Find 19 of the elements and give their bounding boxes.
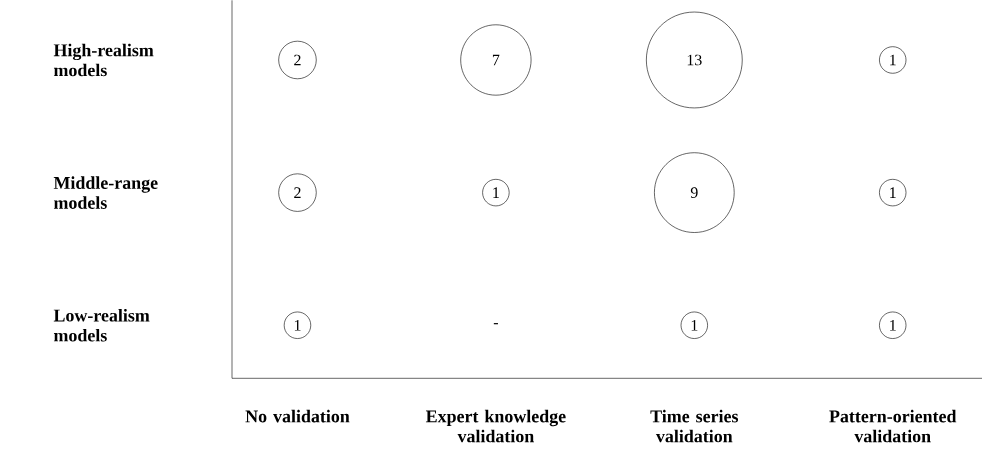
x-tick-label: Time series validation: [650, 409, 739, 443]
y-tick-label: High-realism models: [53, 43, 154, 77]
data-label: 1: [691, 319, 698, 331]
data-label: 7: [492, 54, 500, 66]
data-label: 1: [890, 187, 896, 198]
data-label: 2: [294, 54, 301, 66]
data-label: 13: [687, 54, 702, 66]
data-label: 1: [493, 187, 499, 198]
data-label: 1: [294, 319, 301, 331]
data-label: 1: [890, 54, 896, 66]
y-tick-label: Low-realism models: [53, 308, 150, 342]
y-tick-label: Middle-range models: [53, 176, 158, 209]
x-tick-label: No validation: [245, 409, 350, 423]
data-label: 1: [890, 319, 896, 331]
x-tick-label: Expert knowledge validation: [425, 409, 566, 443]
data-label: 2: [294, 187, 301, 198]
text: -: [493, 322, 498, 325]
data-label: 9: [690, 187, 698, 198]
x-tick-label: Pattern-oriented validation: [829, 409, 957, 443]
